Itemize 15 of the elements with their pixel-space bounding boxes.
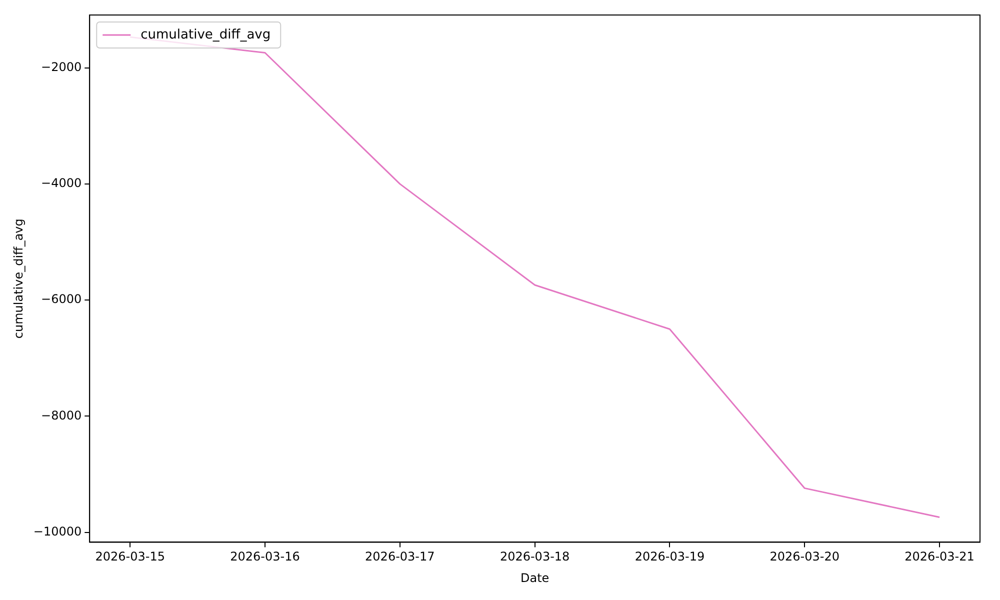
- y-tick-label: −6000: [41, 292, 82, 306]
- x-axis-title: Date: [520, 570, 550, 585]
- legend-label: cumulative_diff_avg: [140, 27, 271, 42]
- y-tick-label: −8000: [41, 408, 82, 422]
- x-tick-label: 2026-03-16: [230, 550, 300, 564]
- x-tick-label: 2026-03-19: [634, 550, 705, 564]
- y-tick-label: −10000: [33, 524, 82, 538]
- y-tick-label: −2000: [41, 60, 82, 74]
- x-tick-label: 2026-03-15: [95, 550, 165, 564]
- x-tick-label: 2026-03-17: [365, 550, 435, 564]
- x-tick-label: 2026-03-18: [500, 550, 570, 564]
- x-tick-label: 2026-03-21: [904, 550, 974, 564]
- y-axis-title: cumulative_diff_avg: [11, 218, 26, 339]
- y-tick-label: −4000: [41, 176, 82, 190]
- x-tick-label: 2026-03-20: [770, 550, 840, 564]
